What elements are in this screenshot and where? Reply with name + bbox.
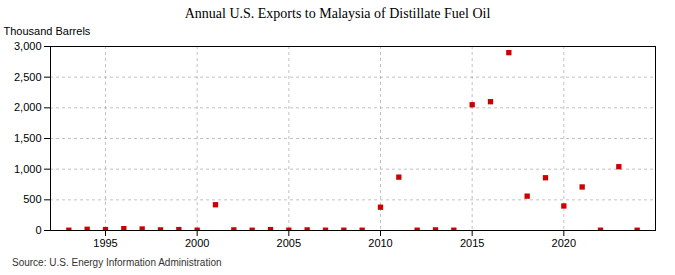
- svg-text:3,000: 3,000: [14, 40, 42, 52]
- svg-text:1,500: 1,500: [14, 132, 42, 144]
- svg-text:1995: 1995: [93, 237, 117, 249]
- svg-text:2,500: 2,500: [14, 71, 42, 83]
- svg-text:2020: 2020: [552, 237, 576, 249]
- html-text:Source: U.S. Energy Informatio: Source: U.S. Energy Information Administ…: [12, 257, 222, 268]
- svg-text:2,000: 2,000: [14, 101, 42, 113]
- svg-text:2005: 2005: [277, 237, 301, 249]
- svg-text:Thousand Barrels: Thousand Barrels: [4, 25, 91, 37]
- svg-text:1,000: 1,000: [14, 163, 42, 175]
- svg-text:2000: 2000: [185, 237, 209, 249]
- svg-text:500: 500: [23, 193, 41, 205]
- svg-text:0: 0: [35, 224, 41, 236]
- svg-text:2010: 2010: [368, 237, 392, 249]
- html-text:Annual U.S. Exports to Malaysi: Annual U.S. Exports to Malaysia of Disti…: [184, 6, 491, 21]
- svg-text:2015: 2015: [460, 237, 484, 249]
